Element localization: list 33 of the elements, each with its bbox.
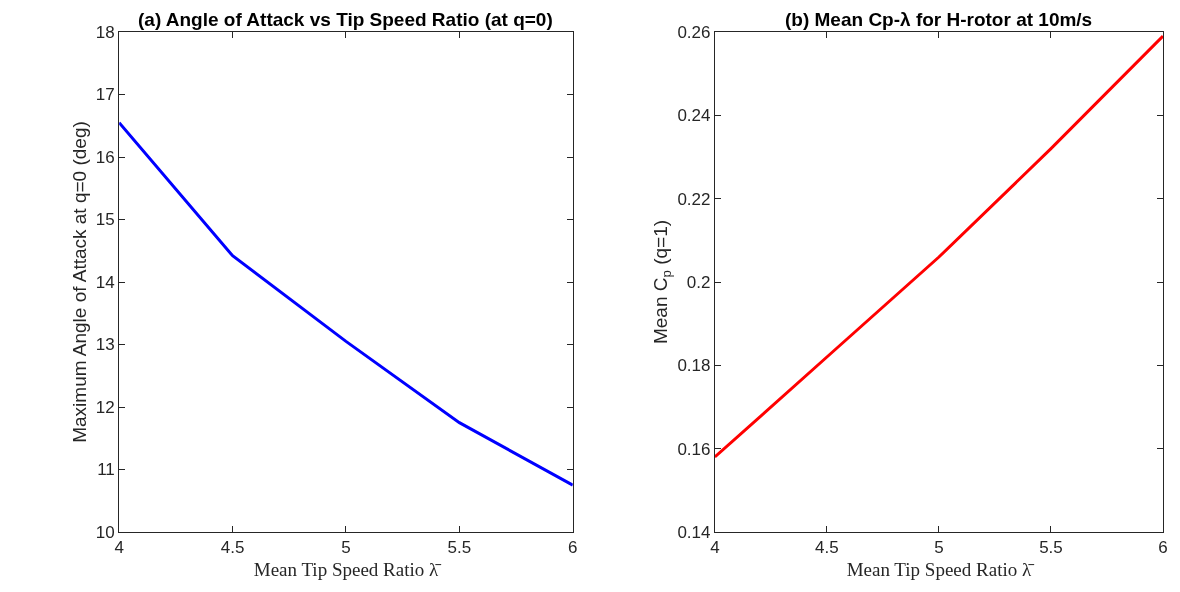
y-tick-label: 0.14 [677,522,711,542]
chart-title: (b) Mean Cp-λ for H-rotor at 10m/s [785,9,1093,30]
y-tick-label: 0.22 [677,189,711,209]
y-tick-label: 0.16 [677,439,711,459]
y-tick-label: 17 [95,85,115,105]
x-tick-label: 6 [568,538,578,558]
y-tick-label: 16 [95,147,115,167]
y-tick-label: 13 [95,335,115,355]
x-tick-label: 5 [341,538,351,558]
x-tick-label: 5.5 [1039,538,1063,558]
y-tick-label: 0.24 [677,106,711,126]
x-tick-label: 4.5 [815,538,839,558]
y-tick-label: 12 [95,397,115,417]
line-series [714,34,1163,459]
x-tick-label: 4.5 [220,538,245,558]
x-tick-label: 5 [934,538,944,558]
x-tick-label: 4 [114,538,124,558]
y-tick-label: 14 [95,272,115,292]
y-tick-label: 15 [95,210,115,230]
x-tick-label: 5.5 [447,538,472,558]
chart-title: (a) Angle of Attack vs Tip Speed Ratio (at q=0) [138,9,553,30]
y-tick-label: 0.2 [686,272,711,292]
y-tick-label: 11 [97,460,115,480]
y-tick-label: 0.26 [677,22,711,42]
y-axis-title: Maximum Angle of Attack at q=0 (deg) [68,121,90,443]
y-tick-label: 18 [95,22,115,42]
x-tick-label: 6 [1158,538,1168,558]
x-axis-title: Mean Tip Speed Ratio λ̄ [846,559,1035,581]
y-tick-label: 10 [95,522,115,542]
x-axis-title: Mean Tip Speed Ratio λ̄ [253,559,442,581]
x-tick-label: 4 [710,538,720,558]
line-series [119,121,573,487]
y-tick-label: 0.18 [677,356,711,376]
